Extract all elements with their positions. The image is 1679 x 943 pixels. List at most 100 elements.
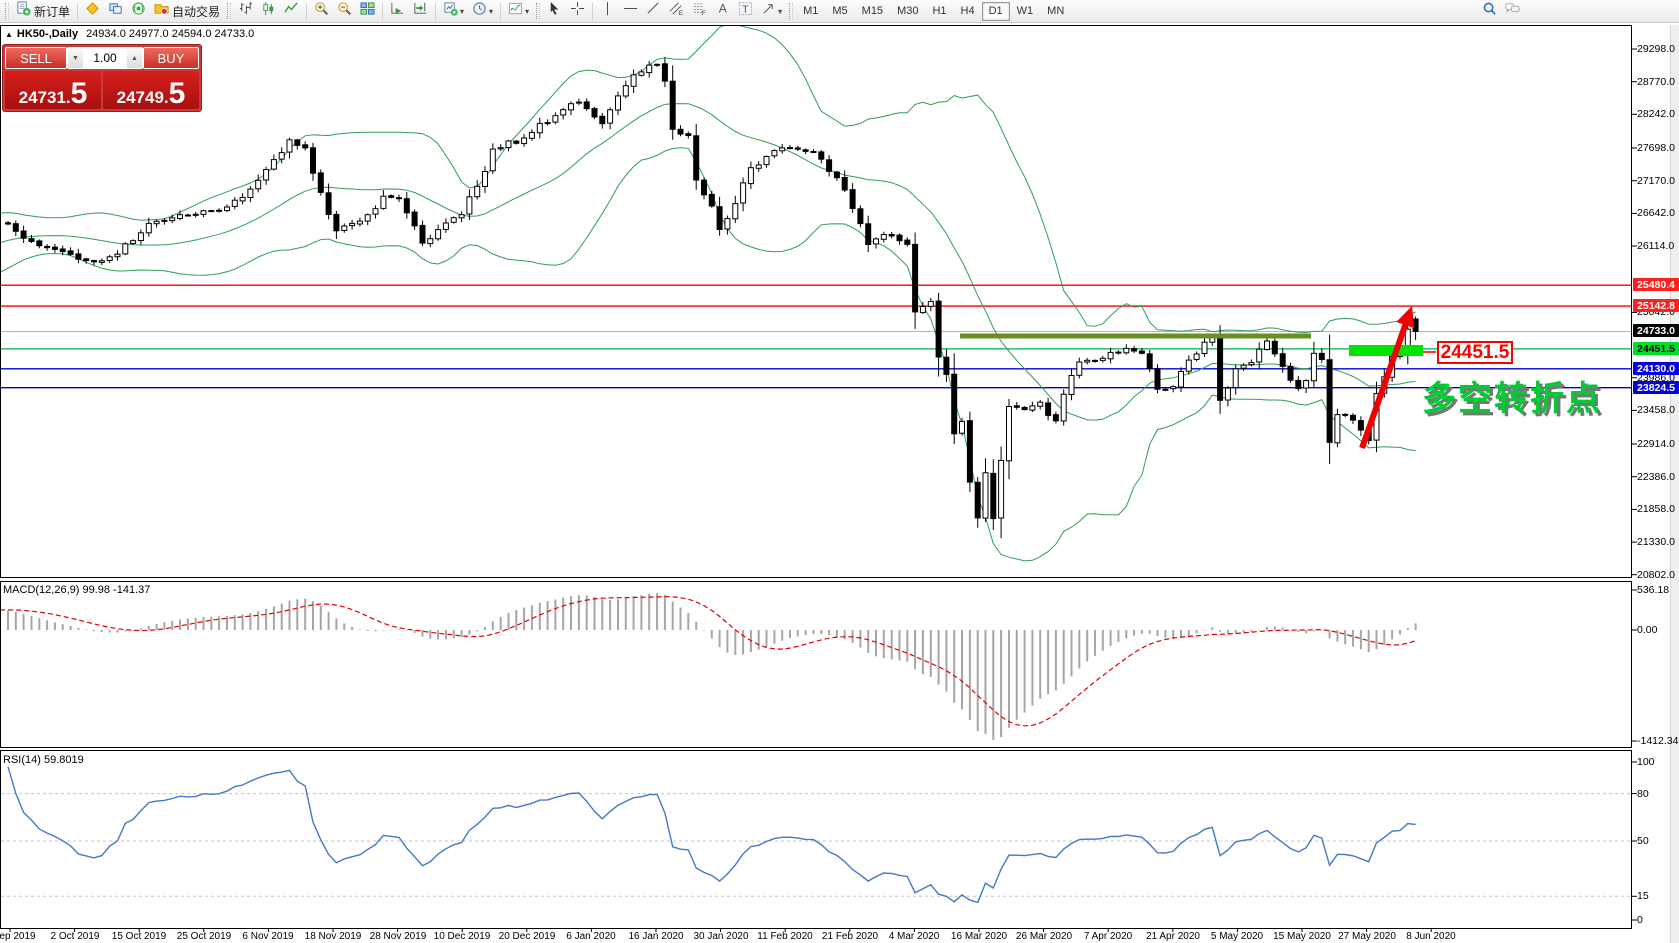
- text-label-tool-button[interactable]: T: [734, 1, 757, 21]
- buy-button[interactable]: BUY: [143, 47, 199, 69]
- volume-up-button[interactable]: ▲: [127, 48, 142, 68]
- zoom-in-button[interactable]: [310, 1, 333, 21]
- timeframe-m5-button[interactable]: M5: [832, 5, 848, 17]
- price-tick: 28242.0: [1637, 108, 1675, 120]
- toolbar-separator: [382, 2, 384, 20]
- timeframe-m15-button[interactable]: M15: [861, 5, 884, 17]
- buy-price-button[interactable]: 24749. 5: [103, 71, 199, 109]
- indicators-button[interactable]: ▾: [504, 1, 533, 21]
- line-chart-button[interactable]: [280, 1, 303, 21]
- vertical-line-tool-button[interactable]: [596, 1, 619, 21]
- macd-tick: 0.00: [1637, 624, 1658, 636]
- date-label: 16 Jan 2020: [628, 931, 684, 942]
- crosshair-tool-button[interactable]: [566, 1, 589, 21]
- volume-value[interactable]: 1.00: [83, 48, 127, 68]
- zoom-out-button[interactable]: [333, 1, 356, 21]
- profiles-icon: [85, 1, 100, 21]
- price-tick: 21858.0: [1637, 503, 1675, 515]
- fibonacci-icon: F: [692, 1, 707, 21]
- macd-panel[interactable]: [0, 581, 1632, 748]
- channel-tool-button[interactable]: E: [665, 1, 688, 21]
- date-label: 11 Feb 2020: [757, 931, 813, 942]
- timeframe-m1-button[interactable]: M1: [803, 5, 819, 17]
- cursor-icon: [547, 1, 562, 21]
- signals-button[interactable]: [127, 1, 150, 21]
- macd-label: MACD(12,26,9) 99.98 -141.37: [3, 584, 151, 596]
- toolbar-drag-handle[interactable]: [789, 3, 794, 19]
- price-label-24451.5: 24451.5: [1633, 342, 1679, 355]
- search-icon: [1482, 1, 1497, 21]
- trend-arrow-head[interactable]: [1396, 306, 1415, 329]
- chart-shift-button[interactable]: [409, 1, 432, 21]
- date-label: 25 Oct 2019: [176, 931, 232, 942]
- profiles-button[interactable]: [81, 1, 104, 21]
- auto-trading-button[interactable]: 自动交易: [150, 1, 224, 21]
- timeframe-h4-button[interactable]: H4: [960, 5, 975, 17]
- toolbar-drag-handle[interactable]: [536, 3, 541, 19]
- price-tick: 26114.0: [1637, 240, 1675, 252]
- rsi-tick: 80: [1637, 788, 1649, 800]
- sell-price-button[interactable]: 24731. 5: [5, 71, 101, 109]
- breakout-highlight-band[interactable]: [1349, 345, 1423, 356]
- bar-chart-button[interactable]: [234, 1, 257, 21]
- horizontal-line-tool-button[interactable]: [619, 1, 642, 21]
- cursor-tool-button[interactable]: [543, 1, 566, 21]
- timeframe-mn-button[interactable]: MN: [1047, 5, 1065, 17]
- toolbar-right: [1478, 1, 1524, 21]
- chat-button[interactable]: [1501, 1, 1524, 21]
- market-watch-button[interactable]: [104, 1, 127, 21]
- indicators-icon: [508, 1, 523, 21]
- auto-scroll-button[interactable]: [386, 1, 409, 21]
- bollinger-upper-band[interactable]: [0, 24, 1416, 334]
- bollinger-lower-band[interactable]: [0, 147, 1416, 562]
- trend-arrow[interactable]: [1359, 322, 1409, 449]
- right-scroll-strip[interactable]: [1670, 25, 1679, 943]
- price-annotation-box[interactable]: 24451.5: [1437, 341, 1513, 364]
- new-chart-button[interactable]: ▾: [439, 1, 468, 21]
- buy-price-dot: .: [163, 88, 169, 107]
- channel-icon: E: [669, 1, 684, 21]
- main-chart-panel[interactable]: [0, 25, 1632, 578]
- date-label: 4 Mar 2020: [888, 931, 940, 942]
- vertical-line-icon: [600, 1, 615, 21]
- timeframe-w1-button[interactable]: W1: [1016, 5, 1034, 17]
- date-label: 15 May 2020: [1273, 931, 1331, 942]
- chart-title: ▲ HK50-,Daily 24934.0 24977.0 24594.0 2473…: [5, 28, 254, 40]
- toolbar-separator: [77, 2, 79, 20]
- rsi-tick: 100: [1637, 756, 1655, 768]
- text-tool-button[interactable]: A: [711, 1, 734, 21]
- timeframe-h1-button[interactable]: H1: [932, 5, 947, 17]
- price-tick: 21330.0: [1637, 536, 1675, 548]
- new-order-button[interactable]: 新订单: [12, 1, 74, 21]
- chart-shift-icon: [413, 1, 428, 21]
- arrows-tool-button[interactable]: ▾: [757, 1, 786, 21]
- volume-down-button[interactable]: ▼: [68, 48, 83, 68]
- svg-text:F: F: [702, 10, 706, 16]
- horizontal-line-icon: [623, 1, 638, 21]
- tile-windows-button[interactable]: [356, 1, 379, 21]
- trendline-icon: [646, 1, 661, 21]
- date-label: 18 Nov 2019: [304, 931, 362, 942]
- search-button[interactable]: [1478, 1, 1501, 21]
- timeframe-d1-button[interactable]: D1: [981, 1, 1010, 21]
- macd-tick: 536.18: [1637, 584, 1670, 596]
- price-label-25480.4: 25480.4: [1633, 278, 1679, 291]
- chevron-down-icon: ▾: [460, 6, 465, 16]
- period-selector-button[interactable]: ▾: [468, 1, 497, 21]
- toolbar-drag-handle[interactable]: [5, 3, 9, 19]
- timeframe-m30-button[interactable]: M30: [897, 5, 919, 17]
- ohlc-readout: 24934.0 24977.0 24594.0 24733.0: [86, 28, 255, 40]
- crosshair-icon: [570, 1, 585, 21]
- toolbar-separator: [500, 2, 502, 20]
- sell-button[interactable]: SELL: [5, 47, 67, 69]
- rsi-tick: 15: [1637, 890, 1649, 902]
- fibonacci-tool-button[interactable]: F: [688, 1, 711, 21]
- turning-point-text[interactable]: 多空转折点: [1422, 380, 1602, 418]
- toolbar-drag-handle[interactable]: [227, 3, 232, 19]
- candlestick-chart-icon: [261, 1, 276, 21]
- rsi-panel[interactable]: [0, 750, 1632, 929]
- trendline-tool-button[interactable]: [642, 1, 665, 21]
- price-tick: 27170.0: [1637, 175, 1675, 187]
- candlestick-chart-button[interactable]: [257, 1, 280, 21]
